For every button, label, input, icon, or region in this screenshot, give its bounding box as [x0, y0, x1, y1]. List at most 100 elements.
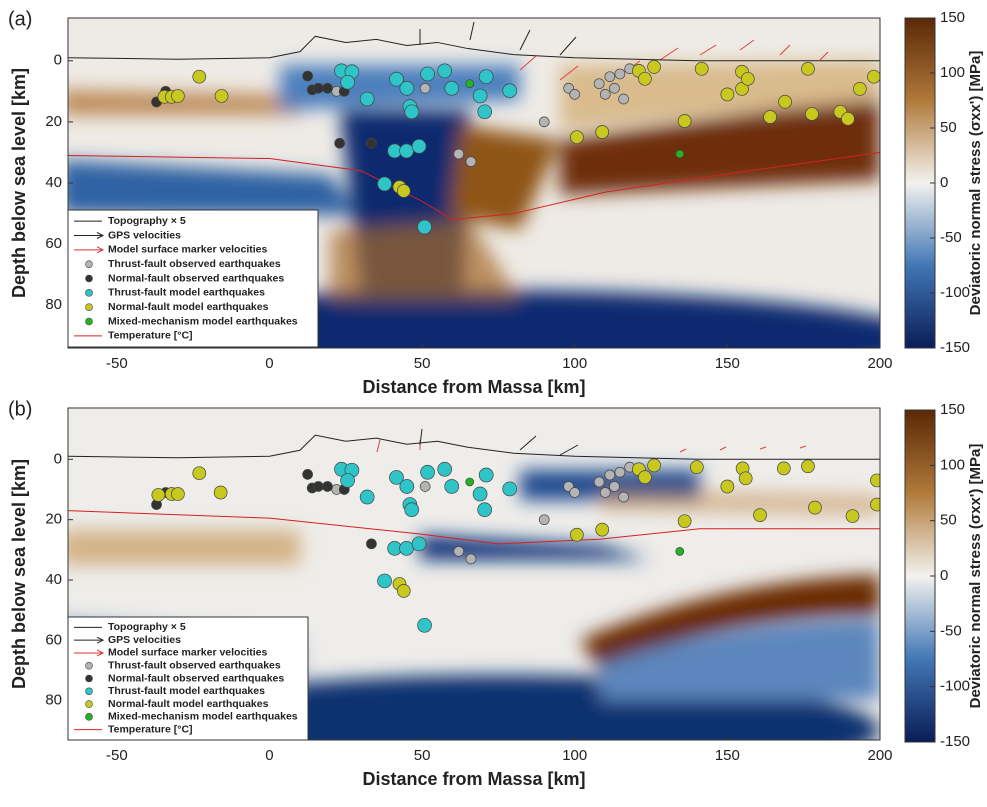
- x-axis-label: Distance from Massa [km]: [362, 377, 585, 397]
- earthquake: [389, 470, 404, 485]
- earthquake: [420, 66, 435, 82]
- colorbar-tick-label: 0: [940, 174, 948, 191]
- legend-box: [67, 209, 319, 348]
- earthquake: [192, 69, 207, 84]
- earthquake: [502, 481, 518, 497]
- earthquake: [609, 481, 620, 492]
- x-tick-label: 100: [562, 747, 587, 764]
- earthquake: [340, 473, 355, 488]
- legend-label: GPS velocities: [108, 229, 181, 241]
- legend-marker: [85, 661, 93, 670]
- earthquake: [538, 514, 550, 526]
- earthquake: [171, 487, 185, 501]
- y-tick-label: 40: [45, 571, 62, 588]
- plot-frame: [67, 407, 881, 741]
- y-tick-label: 40: [45, 174, 62, 191]
- earthquake: [599, 487, 611, 498]
- legend-label: Thrust-fault observed earthquakes: [108, 660, 281, 672]
- earthquake: [404, 104, 420, 120]
- colorbar-tick-label: -50: [940, 622, 962, 639]
- earthquake: [478, 467, 494, 483]
- legend-label: Temperature [°C]: [108, 723, 193, 735]
- colorbar-tick-label: -100: [940, 678, 970, 695]
- earthquake: [340, 74, 355, 90]
- earthquake: [192, 466, 207, 481]
- earthquake: [404, 502, 420, 518]
- gps-arrows: [419, 21, 579, 456]
- colorbar-tick-label: 0: [940, 567, 948, 584]
- earthquake: [377, 176, 392, 192]
- legend-label: Normal-fault model earthquakes: [108, 301, 269, 313]
- earthquake: [720, 479, 735, 494]
- y-tick-label: 60: [45, 631, 62, 648]
- earthquake: [302, 469, 313, 480]
- line: [68, 35, 880, 62]
- legend-label: Model surface marker velocities: [108, 647, 267, 659]
- legend-arrowhead: [96, 649, 105, 657]
- x-tick-label: 200: [867, 747, 892, 764]
- legend-label: Thrust-fault model earthquakes: [108, 287, 265, 299]
- earthquake: [366, 137, 377, 149]
- earthquake: [677, 114, 692, 128]
- colorbar-tick-label: 50: [940, 119, 957, 136]
- colorbar-tick-label: -150: [940, 339, 970, 356]
- y-axis-label: Depth below sea level [km]: [9, 68, 29, 298]
- earthquake: [399, 540, 414, 556]
- earthquake: [604, 469, 616, 481]
- legend-arrowhead: [96, 232, 105, 239]
- earthquake: [776, 461, 791, 476]
- x-tick-label: -50: [106, 747, 128, 764]
- legend-marker: [85, 674, 93, 683]
- legend-arrowhead: [96, 636, 105, 644]
- earthquake: [675, 547, 685, 556]
- earthquake: [465, 553, 477, 565]
- legend-marker: [85, 317, 93, 326]
- earthquake: [419, 82, 431, 94]
- earthquake: [334, 137, 346, 149]
- earthquake: [502, 83, 518, 99]
- earthquake: [151, 488, 166, 502]
- earthquake: [801, 61, 815, 76]
- earthquake: [396, 184, 411, 198]
- plot-area: [68, 434, 880, 633]
- earthquake: [213, 485, 228, 500]
- earthquake: [417, 617, 432, 633]
- earthquake: [302, 70, 313, 82]
- panel-label: (b): [8, 398, 32, 420]
- legend-label: Normal-fault observed earthquakes: [108, 272, 284, 284]
- colorbar-tick-label: -100: [940, 284, 970, 301]
- earthquake: [417, 219, 432, 235]
- earthquake: [618, 491, 629, 503]
- earthquake: [740, 71, 755, 86]
- y-tick-label: 0: [54, 450, 62, 467]
- legend-label: Model surface marker velocities: [108, 244, 267, 256]
- earthquake: [538, 116, 550, 128]
- earthquake: [845, 509, 860, 523]
- x-tick-label: 0: [265, 747, 273, 764]
- earthquake: [322, 481, 333, 492]
- earthquake: [411, 138, 427, 154]
- earthquake: [453, 148, 465, 160]
- x-tick-label: 100: [562, 355, 587, 372]
- earthquake: [614, 466, 626, 478]
- earthquake: [853, 82, 867, 96]
- earthquake: [444, 80, 460, 96]
- earthquake: [870, 473, 880, 488]
- earthquake: [399, 80, 415, 96]
- colorbar-tick-label: -150: [940, 733, 970, 750]
- earthquake: [647, 60, 661, 74]
- earthquake: [419, 481, 431, 492]
- x-tick-label: 0: [265, 355, 273, 372]
- earthquake: [399, 143, 414, 159]
- earthquake: [411, 536, 427, 552]
- earthquake: [738, 471, 753, 486]
- earthquake: [171, 89, 185, 103]
- line: [68, 151, 880, 221]
- legend-label: Normal-fault model earthquakes: [108, 698, 269, 710]
- earthquake: [444, 479, 460, 494]
- legend-marker: [85, 289, 93, 297]
- legend-label: Mixed-mechanism model earthquakes: [108, 711, 298, 723]
- x-tick-label: 50: [414, 355, 431, 372]
- earthquake: [569, 487, 581, 498]
- earthquake: [808, 500, 822, 515]
